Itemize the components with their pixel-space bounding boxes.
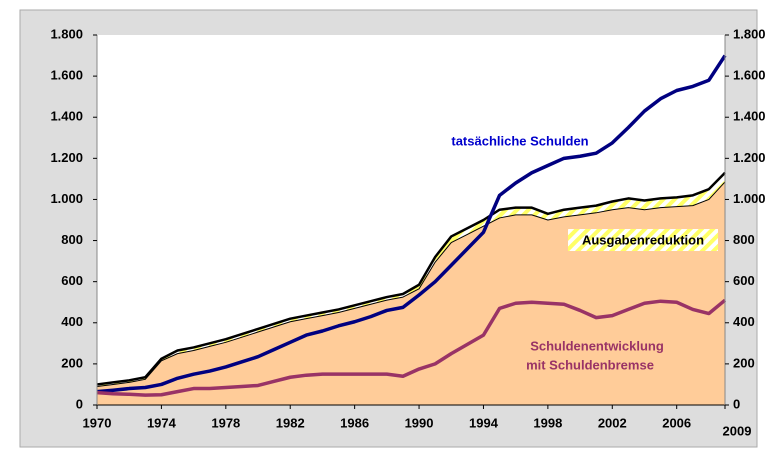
y-tick-label: 1.600 [50,68,83,83]
x-tick-label: 1970 [83,415,112,430]
y2-tick-label: 600 [733,273,755,288]
y-tick-label: 1.200 [50,150,83,165]
x-tick-label: 2002 [598,415,627,430]
line [96,54,727,394]
annotation-band [568,229,718,251]
x-tick-label: 1998 [533,415,562,430]
y2-tick-label: 200 [733,355,755,370]
y-tick-label: 1.000 [50,191,83,206]
line [96,181,726,387]
y2-tick-label: 1.000 [733,191,766,206]
x-tick-label: 1990 [405,415,434,430]
y-tick-label: 1.800 [50,26,83,41]
y-tick-label: 400 [61,314,83,329]
y-tick-label: 0 [76,396,83,411]
x-tick-label: 1982 [276,415,305,430]
x-tick-label: 1978 [211,415,240,430]
y2-tick-label: 400 [733,314,755,329]
x-tick-label: 1974 [147,415,177,430]
annotation: Schuldenentwicklung [530,338,664,353]
y-tick-label: 200 [61,355,83,370]
annotation: tatsächliche Schulden [451,133,588,148]
x-tick-label: 2006 [662,415,691,430]
y2-tick-label: 0 [733,396,740,411]
annotation: mit Schuldenbremse [526,357,654,372]
line [96,171,726,386]
y2-tick-label: 800 [733,232,755,247]
y-tick-label: 1.400 [50,109,83,124]
y-tick-label: 800 [61,232,83,247]
y2-tick-label: 1.400 [733,109,766,124]
x-tick-label: 1986 [340,415,369,430]
x-tick-label: 1994 [469,415,499,430]
annotation: Ausgabenreduktion [582,232,704,247]
y2-tick-label: 1.600 [733,68,766,83]
x-tick-label: 2009 [723,423,752,438]
y-tick-label: 600 [61,273,83,288]
y2-tick-label: 1.200 [733,150,766,165]
y2-tick-label: 1.800 [733,26,766,41]
line [96,298,727,397]
